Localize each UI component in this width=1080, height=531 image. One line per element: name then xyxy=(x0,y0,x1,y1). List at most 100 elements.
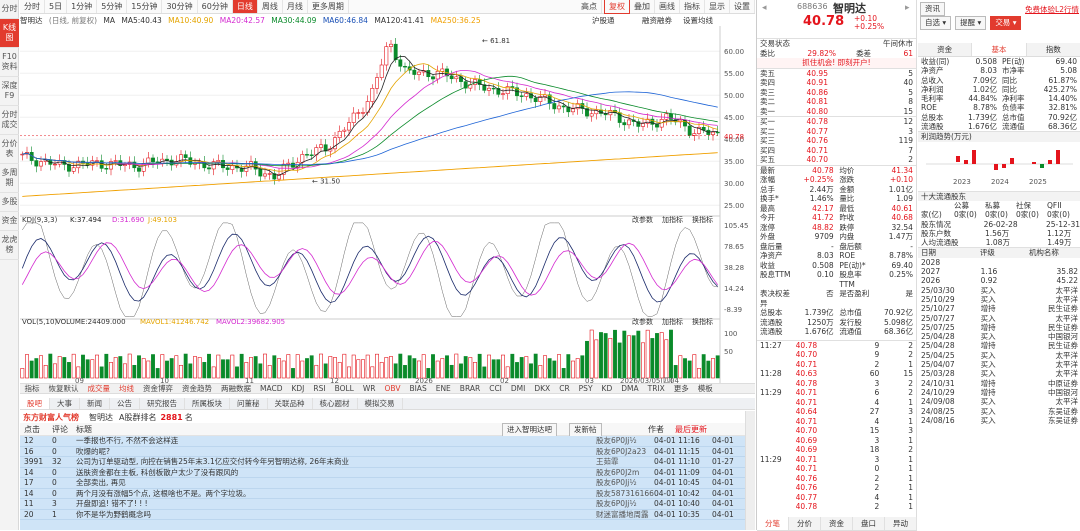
rail-item[interactable]: 多股 xyxy=(0,193,19,212)
post-title[interactable]: 开盘即追! 错不了! ! ! xyxy=(76,499,148,509)
forum-tab[interactable]: 新闻 xyxy=(80,398,110,409)
post-title[interactable]: 全部卖出, 再见 xyxy=(76,478,126,488)
trade-button[interactable]: 交易 ▾ xyxy=(990,15,1022,30)
toolbar-item[interactable]: 30分钟 xyxy=(162,0,198,13)
indicator-tab[interactable]: DMI xyxy=(510,383,526,393)
open-account-ad[interactable]: 抓住机会! 即刻开户! xyxy=(802,58,871,67)
forum-tab[interactable]: 关联品种 xyxy=(268,398,313,409)
post-row[interactable]: 14 0 送肤资金都在主板, 科创板散户太少了没有跟风的 股友6P0J2m 04-01 … xyxy=(20,467,745,478)
indicator-tab[interactable]: PSY xyxy=(578,383,593,393)
info-button[interactable]: 资讯 xyxy=(920,2,945,16)
fin-tab[interactable]: 基本 xyxy=(972,43,1027,56)
free-l2-link[interactable]: 免费体验L2行情 xyxy=(1025,4,1079,14)
rail-item[interactable]: F10资料 xyxy=(0,48,19,77)
indicator-tab[interactable]: BOLL xyxy=(334,383,354,393)
toolbar-item[interactable]: 显示 xyxy=(705,0,730,13)
post-row[interactable]: 3991 32 公司为订单驱动型, 向控在销售25年末3.1亿应交付转今年另智明达称… xyxy=(20,457,745,468)
post-row[interactable]: 12 0 一季报也不行, 不然不会这样连 股友6P0Jj½ 04-01 11:16 04-… xyxy=(20,436,745,447)
rail-item[interactable]: 分价表 xyxy=(0,135,19,164)
toolbar-item[interactable]: 1分钟 xyxy=(67,0,98,13)
post-title[interactable]: 吹爆的呢? xyxy=(76,446,110,456)
rail-item[interactable]: 资金 xyxy=(0,212,19,231)
indicator-tab[interactable]: OBV xyxy=(384,383,401,393)
tick-tab[interactable]: 异动 xyxy=(885,517,917,530)
forum-tab[interactable]: 公告 xyxy=(110,398,140,409)
fin-tab[interactable]: 资金 xyxy=(918,43,973,56)
toolbar-item[interactable]: 分时 xyxy=(20,0,45,13)
toolbar-item[interactable]: 指标 xyxy=(680,0,705,13)
vol-tool[interactable]: 加指标 xyxy=(662,317,683,326)
indicator-tab[interactable]: TRIX xyxy=(647,383,665,393)
indicator-tab[interactable]: KDJ xyxy=(291,383,305,393)
margin-link[interactable]: 融资融券 xyxy=(642,16,672,25)
rail-item[interactable]: 分时成交 xyxy=(0,106,19,135)
book-row[interactable]: 卖五 40.95 5 xyxy=(757,69,916,79)
indicator-tab[interactable]: MACD xyxy=(260,383,283,393)
indicator-tab[interactable]: CR xyxy=(559,383,570,393)
post-author[interactable]: 财迷富播地周露 xyxy=(596,509,649,519)
kline-chart[interactable]: 60.00 55.00 50.00 45.00 40.00 35.00 30.00 25.00… xyxy=(20,26,755,384)
indicator-tab[interactable]: CCI xyxy=(489,383,502,393)
post-row[interactable]: 20 1 你不是华为野鹤概念吗 财迷富播地周露 04-01 10:35 04-01 xyxy=(20,509,745,520)
toolbar-item[interactable]: 月线 xyxy=(283,0,308,13)
post-row[interactable]: 11 3 开盘即追! 错不了! ! ! 股友6P0Jj½ 04-01 10:40 04-0… xyxy=(20,499,745,510)
book-row[interactable]: 卖四 40.91 40 xyxy=(757,78,916,88)
forum-scrollbar[interactable] xyxy=(745,411,755,530)
indicator-tab[interactable]: 均线 xyxy=(119,383,134,393)
toolbar-item[interactable]: 60分钟 xyxy=(198,0,233,13)
book-row[interactable]: 卖二 40.81 8 xyxy=(757,97,916,107)
vol-tool[interactable]: 改参数 xyxy=(632,317,653,326)
tick-tab[interactable]: 分笔 xyxy=(757,517,789,530)
indicator-tab[interactable]: DMA xyxy=(621,383,639,393)
indicator-tab[interactable]: 两融数据 xyxy=(221,383,251,393)
forum-tab[interactable]: 大事 xyxy=(50,398,80,409)
indicator-tab[interactable]: DKX xyxy=(534,383,551,393)
post-author[interactable]: 股友6P0Jj½ xyxy=(596,436,637,446)
toolbar-item[interactable]: 5日 xyxy=(45,0,68,13)
tick-tab[interactable]: 资金 xyxy=(821,517,853,530)
rail-item[interactable]: 分时 xyxy=(0,0,19,19)
toolbar-item[interactable]: 周线 xyxy=(258,0,283,13)
high-point-button[interactable]: 高点 xyxy=(577,0,602,13)
indicator-tab[interactable]: BRAR xyxy=(459,383,481,393)
vol-tool[interactable]: 换指标 xyxy=(692,317,713,326)
toolbar-item[interactable]: 更多周期 xyxy=(308,0,349,13)
forum-tab[interactable]: 核心题材 xyxy=(313,398,358,409)
indicator-tab[interactable]: 模板 xyxy=(697,383,713,393)
indicator-tab[interactable]: RSI xyxy=(313,383,326,393)
scroll-up-icon[interactable]: ◂ xyxy=(762,3,767,13)
book-row[interactable]: 买一 40.78 12 xyxy=(757,117,916,127)
indicator-tab[interactable]: 成交量 xyxy=(87,383,111,393)
toolbar-item[interactable]: 画线 xyxy=(655,0,680,13)
indicator-tab[interactable]: 指标 xyxy=(24,383,40,393)
indicator-tab[interactable]: 资金趋势 xyxy=(182,383,212,393)
post-title[interactable]: 两个月没有涨幅5个点, 这根啥也不是。两个字垃圾。 xyxy=(76,488,251,498)
post-author[interactable]: 股友6P0J2a23 xyxy=(596,446,647,456)
post-author[interactable]: 王茹霏 xyxy=(596,457,619,467)
toolbar-item[interactable]: 15分钟 xyxy=(127,0,163,13)
indicator-tab[interactable]: 恢复默认 xyxy=(48,383,79,393)
ma-settings[interactable]: 设置均线 xyxy=(683,16,713,25)
book-row[interactable]: 买三 40.76 119 xyxy=(757,136,916,146)
hsgt-link[interactable]: 沪股通 xyxy=(592,16,615,25)
rail-item[interactable]: 多周期 xyxy=(0,164,19,193)
col-latest[interactable]: 最后更新 xyxy=(675,424,707,434)
forum-tab[interactable]: 所属板块 xyxy=(185,398,230,409)
book-row[interactable]: 买五 40.70 2 xyxy=(757,155,916,165)
scroll-down-icon[interactable]: ▸ xyxy=(905,3,910,13)
post-title[interactable]: 一季报也不行, 不然不会这样连 xyxy=(76,436,179,446)
watch-button[interactable]: 自选 ▾ xyxy=(920,15,952,30)
forum-tab[interactable]: 模拟交易 xyxy=(358,398,403,409)
rail-item[interactable]: K线图 xyxy=(0,19,19,48)
post-title[interactable]: 你不是华为野鹤概念吗 xyxy=(76,509,151,519)
indicator-tab[interactable]: KD xyxy=(601,383,613,393)
post-author[interactable]: 股友6P0J2m xyxy=(596,467,640,477)
rail-item[interactable]: 深度F9 xyxy=(0,77,19,106)
indicator-tab[interactable]: BIAS xyxy=(409,383,427,393)
tick-tab[interactable]: 分价 xyxy=(789,517,821,530)
post-title[interactable]: 公司为订单驱动型, 向控在销售25年末3.1亿应交付转今年另智明达称, 26年末… xyxy=(76,457,350,467)
rail-item[interactable]: 龙虎榜 xyxy=(0,231,19,260)
toolbar-item[interactable]: 叠加 xyxy=(630,0,655,13)
indicator-tab[interactable]: WR xyxy=(362,383,376,393)
fin-tab[interactable]: 指数 xyxy=(1027,43,1080,56)
